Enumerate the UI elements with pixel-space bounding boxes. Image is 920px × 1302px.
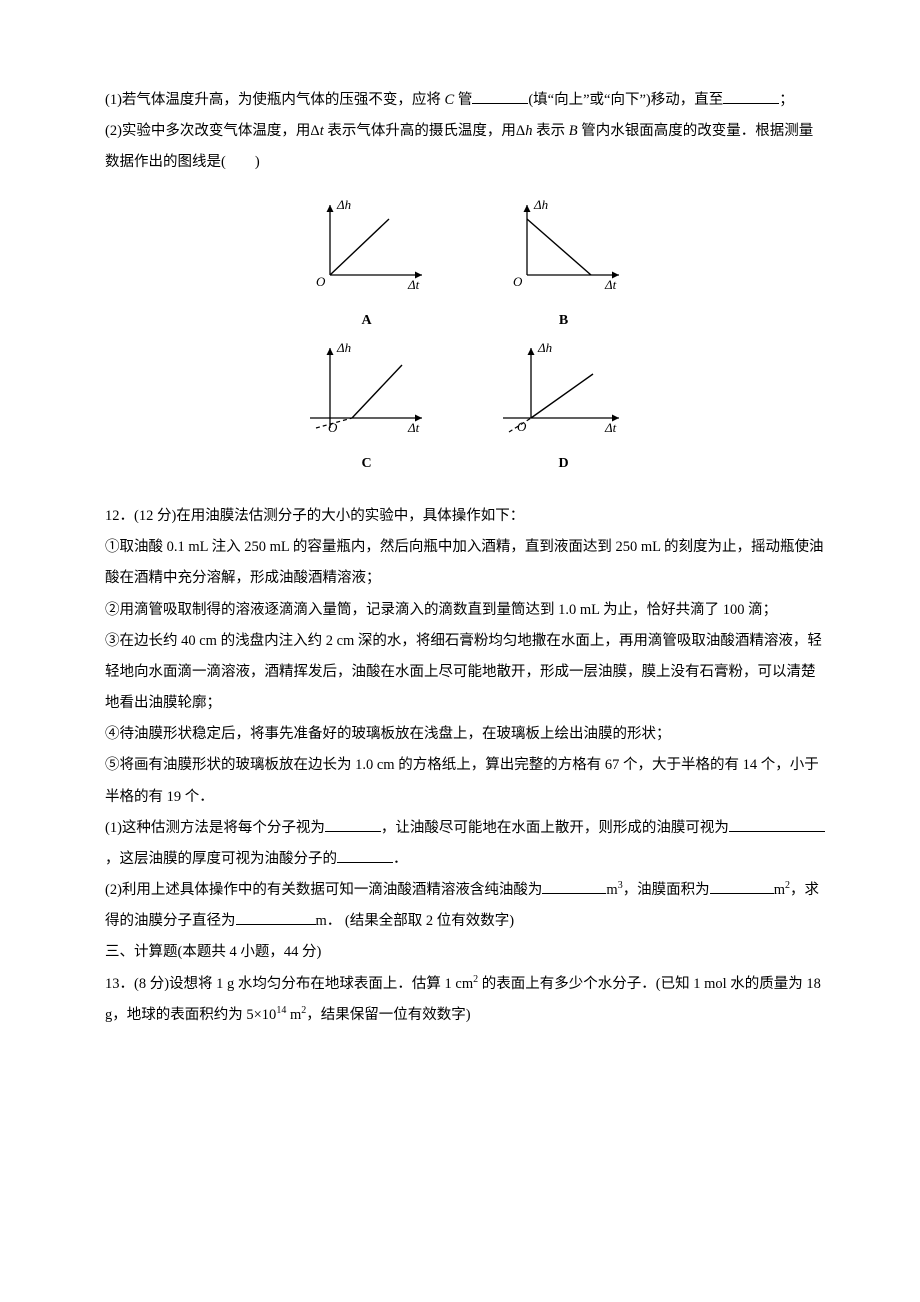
q12-step5: ⑤将画有油膜形状的玻璃板放在边长为 1.0 cm 的方格纸上，算出完整的方格有 … [105,750,825,812]
q12-sub2: (2)利用上述具体操作中的有关数据可知一滴油酸酒精溶液含纯油酸为m3，油膜面积为… [105,875,825,937]
blank-molecule-shape[interactable] [325,815,381,832]
q11-C: C [445,92,455,108]
q13-sup2: 14 [276,1005,286,1016]
figure-A: Δh Δt O A [294,197,439,336]
svg-text:Δh: Δh [336,340,351,355]
blank-until[interactable] [723,87,779,104]
q13-a: 13．(8 分)设想将 1 g 水均匀分布在地球表面上．估算 1 cm [105,976,473,992]
blank-move-direction[interactable] [472,87,528,104]
figure-row-2: Δh Δt O C Δh Δt O D [105,340,825,479]
q11-p2-b: 表示气体升高的摄氏温度，用Δ [324,123,525,139]
svg-text:O: O [316,274,326,289]
figure-C: Δh Δt O C [294,340,439,479]
q11-p1-b: 管 [454,92,472,108]
svg-text:Δt: Δt [604,277,617,292]
q13-c: m [286,1007,301,1023]
svg-text:Δt: Δt [407,420,420,435]
q12-header: 12．(12 分)在用油膜法估测分子的大小的实验中，具体操作如下： [105,501,825,532]
q11-p1-d: ； [779,92,794,108]
svg-text:Δh: Δh [537,340,552,355]
q11-p2-c: 表示 [532,123,568,139]
q13-d: ，结果保留一位有效数字) [306,1007,470,1023]
blank-volume[interactable] [542,877,606,894]
q12-p2b: m [606,882,617,898]
q11-p1-a: (1)若气体温度升高，为使瓶内气体的压强不变，应将 [105,92,445,108]
svg-text:Δh: Δh [336,197,351,212]
svg-text:Δt: Δt [407,277,420,292]
q12-p1a: (1)这种估测方法是将每个分子视为 [105,820,325,836]
q11-part2: (2)实验中多次改变气体温度，用Δt 表示气体升高的摄氏温度，用Δh 表示 B … [105,116,825,178]
blank-area[interactable] [710,877,774,894]
q12-p2g: (结果全部取 2 位有效数字) [345,913,514,929]
figure-D: Δh Δt O D [491,340,636,479]
q12-sub1: (1)这种估测方法是将每个分子视为 ，让油酸尽可能地在水面上散开，则形成的油膜可视… [105,813,825,875]
q12-step3: ③在边长约 40 cm 的浅盘内注入约 2 cm 深的水，将细石膏粉均匀地撒在水… [105,626,825,720]
svg-text:Δt: Δt [604,420,617,435]
q12-p1c: ，这层油膜的厚度可视为油酸分子的 [105,851,337,867]
section-3-header: 三、计算题(本题共 4 小题，44 分) [105,937,825,968]
q11-p2-a: (2)实验中多次改变气体温度，用Δ [105,123,320,139]
svg-text:O: O [513,274,523,289]
blank-film-model[interactable] [729,815,825,832]
q11-part1: (1)若气体温度升高，为使瓶内气体的压强不变，应将 C 管 (填“向上”或“向下”… [105,85,825,116]
q12-p1d: ． [393,851,408,867]
q12-p1b: ，让油酸尽可能地在水面上散开，则形成的油膜可视为 [381,820,729,836]
figure-row-1: Δh Δt O A Δh Δt O B [105,197,825,336]
q12-p2a: (2)利用上述具体操作中的有关数据可知一滴油酸酒精溶液含纯油酸为 [105,882,542,898]
figure-panel: Δh Δt O A Δh Δt O B Δh Δt O [105,197,825,480]
q11-p1-c: (填“向上”或“向下”)移动，直至 [528,92,723,108]
q13: 13．(8 分)设想将 1 g 水均匀分布在地球表面上．估算 1 cm2 的表面… [105,969,825,1031]
q12-step1: ①取油酸 0.1 mL 注入 250 mL 的容量瓶内，然后向瓶中加入酒精，直到… [105,532,825,594]
q12-p2d: m [774,882,785,898]
q12-step2: ②用滴管吸取制得的溶液逐滴滴入量筒，记录滴入的滴数直到量筒达到 1.0 mL 为… [105,595,825,626]
q11-B: B [569,123,578,139]
blank-diameter[interactable] [236,908,316,925]
svg-text:Δh: Δh [533,197,548,212]
q12-p2c: ，油膜面积为 [623,882,710,898]
q12-p2f: m． [316,913,342,929]
figure-B: Δh Δt O B [491,197,636,336]
blank-thickness-as[interactable] [337,846,393,863]
q12-step4: ④待油膜形状稳定后，将事先准备好的玻璃板放在浅盘上，在玻璃板上绘出油膜的形状； [105,719,825,750]
